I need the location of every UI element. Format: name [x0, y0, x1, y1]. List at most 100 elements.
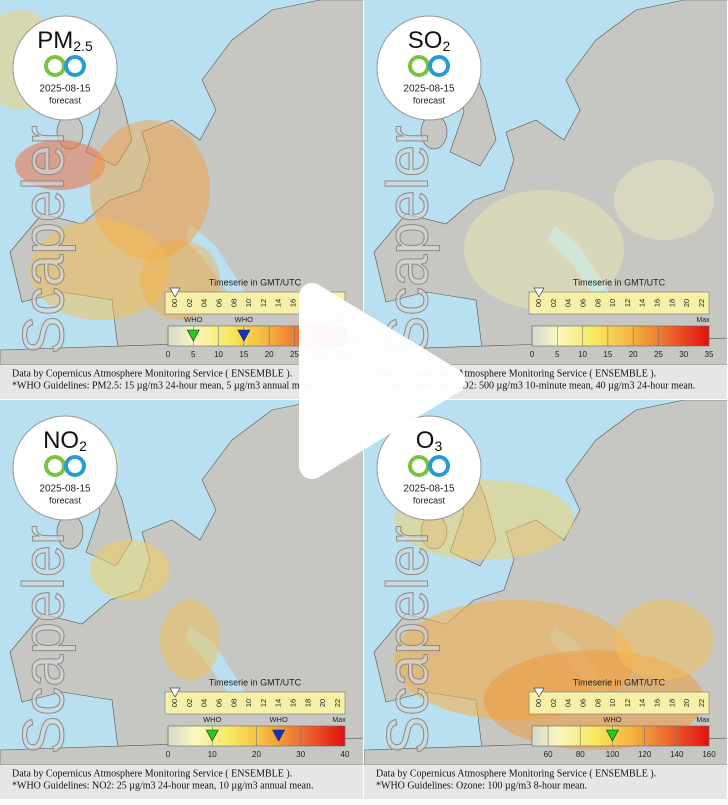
hour-ruler — [528, 291, 710, 315]
hour-label: 10 — [608, 699, 617, 707]
play-button[interactable] — [299, 283, 465, 479]
hour-label: 02 — [549, 699, 558, 707]
colorbar-tick-label: 160 — [702, 750, 716, 759]
pollutant-title: SO2 — [408, 27, 451, 54]
hour-label: 14 — [638, 699, 647, 707]
who-marker — [272, 729, 286, 742]
pollution-overlay — [614, 160, 714, 240]
colorbar-max-label: Max — [332, 717, 346, 724]
logo-ring — [428, 55, 450, 77]
who-label: WHO — [235, 315, 253, 324]
hour-label: 06 — [214, 299, 223, 307]
pollution-overlay — [464, 190, 624, 310]
hour-label: 02 — [549, 299, 558, 307]
colorbar — [531, 725, 710, 747]
hour-label: 22 — [333, 699, 342, 707]
footer-line: *WHO Guidelines: Ozone: 100 µg/m3 8-hour… — [376, 780, 587, 791]
hour-label: 04 — [564, 299, 573, 307]
who-marker — [186, 329, 200, 342]
pollutant-subscript: 3 — [434, 438, 442, 454]
time-pointer — [533, 287, 545, 298]
timeserie-label: Timeserie in GMT/UTC — [209, 677, 302, 687]
footer-line: *WHO Guidelines: PM2.5: 15 µg/m3 24-hour… — [12, 380, 316, 391]
colorbar-tick-label: 0 — [530, 350, 535, 359]
forecast-date: 2025-08-15 — [39, 84, 91, 95]
hour-label: 04 — [200, 699, 209, 707]
colorbar-tick-label: 10 — [208, 750, 217, 759]
hour-label: 10 — [608, 299, 617, 307]
who-marker — [205, 729, 219, 742]
hour-label: 06 — [578, 699, 587, 707]
colorbar-tick-label: 30 — [296, 750, 305, 759]
time-pointer — [169, 687, 181, 698]
colorbar-tick-label: 5 — [555, 350, 560, 359]
pollution-overlay — [90, 540, 170, 600]
pollution-overlay — [30, 220, 170, 320]
hour-label: 12 — [259, 699, 268, 707]
hour-label: 14 — [638, 299, 647, 307]
forecast-label: forecast — [49, 495, 82, 505]
pollutant-title: NO2 — [43, 427, 87, 454]
pollutant-name: O — [416, 427, 435, 454]
hour-label: 20 — [682, 699, 691, 707]
hour-label: 20 — [682, 299, 691, 307]
colorbar-tick-label: 140 — [670, 750, 684, 759]
hour-label: 12 — [259, 299, 268, 307]
hour-label: 04 — [564, 699, 573, 707]
forecast-label: forecast — [413, 495, 446, 505]
logo-ring — [64, 455, 86, 477]
pollutant-subscript: 2 — [79, 438, 87, 454]
forecast-label: forecast — [49, 95, 82, 105]
colorbar-max-label: Max — [696, 317, 710, 324]
hour-label: 08 — [229, 699, 238, 707]
colorbar-tick-label: 25 — [290, 350, 299, 359]
hour-ruler — [528, 691, 710, 715]
colorbar-tick-label: 20 — [265, 350, 274, 359]
footer-bg — [0, 765, 363, 799]
colorbar-tick-label: 25 — [654, 350, 663, 359]
footer-line: *WHO Guidelines: NO2: 25 µg/m3 24-hour m… — [12, 780, 313, 791]
time-pointer — [533, 687, 545, 698]
hour-label: 00 — [170, 699, 179, 707]
timeserie-label: Timeserie in GMT/UTC — [573, 677, 666, 687]
watermark: Scapeler — [11, 526, 76, 755]
who-label: WHO — [269, 715, 287, 724]
who-label: WHO — [603, 715, 621, 724]
footer-line: Data by Copernicus Atmosphere Monitoring… — [376, 768, 656, 779]
pollution-overlay — [15, 140, 105, 190]
colorbar-tick-label: 120 — [638, 750, 652, 759]
colorbar-tick-label: 40 — [341, 750, 350, 759]
pollutant-subscript: 2.5 — [73, 38, 93, 54]
hour-label: 08 — [229, 299, 238, 307]
colorbar-tick-label: 0 — [166, 350, 171, 359]
hour-label: 16 — [653, 299, 662, 307]
colorbar-tick-label: 15 — [239, 350, 248, 359]
hour-label: 18 — [303, 699, 312, 707]
hour-ruler — [164, 691, 346, 715]
timeserie-label: Timeserie in GMT/UTC — [209, 277, 302, 287]
footer-bg — [364, 765, 727, 799]
colorbar-tick-label: 80 — [576, 750, 585, 759]
hour-label: 12 — [623, 699, 632, 707]
colorbar-tick-label: 35 — [705, 350, 714, 359]
colorbar-max-label: Max — [696, 717, 710, 724]
forecast-date: 2025-08-15 — [403, 484, 455, 495]
who-label: WHO — [203, 715, 221, 724]
footer-line: Data by Copernicus Atmosphere Monitoring… — [376, 368, 656, 379]
hour-label: 10 — [244, 299, 253, 307]
colorbar — [531, 325, 710, 347]
logo-ring — [64, 55, 86, 77]
hour-label: 16 — [289, 699, 298, 707]
hour-label: 08 — [593, 699, 602, 707]
play-icon[interactable] — [299, 283, 465, 479]
hour-label: 16 — [289, 299, 298, 307]
pollutant-title: O3 — [416, 427, 443, 454]
colorbar-tick-label: 30 — [679, 350, 688, 359]
hour-label: 00 — [534, 299, 543, 307]
hour-label: 06 — [578, 299, 587, 307]
logo-ring — [428, 455, 450, 477]
hour-label: 20 — [318, 699, 327, 707]
